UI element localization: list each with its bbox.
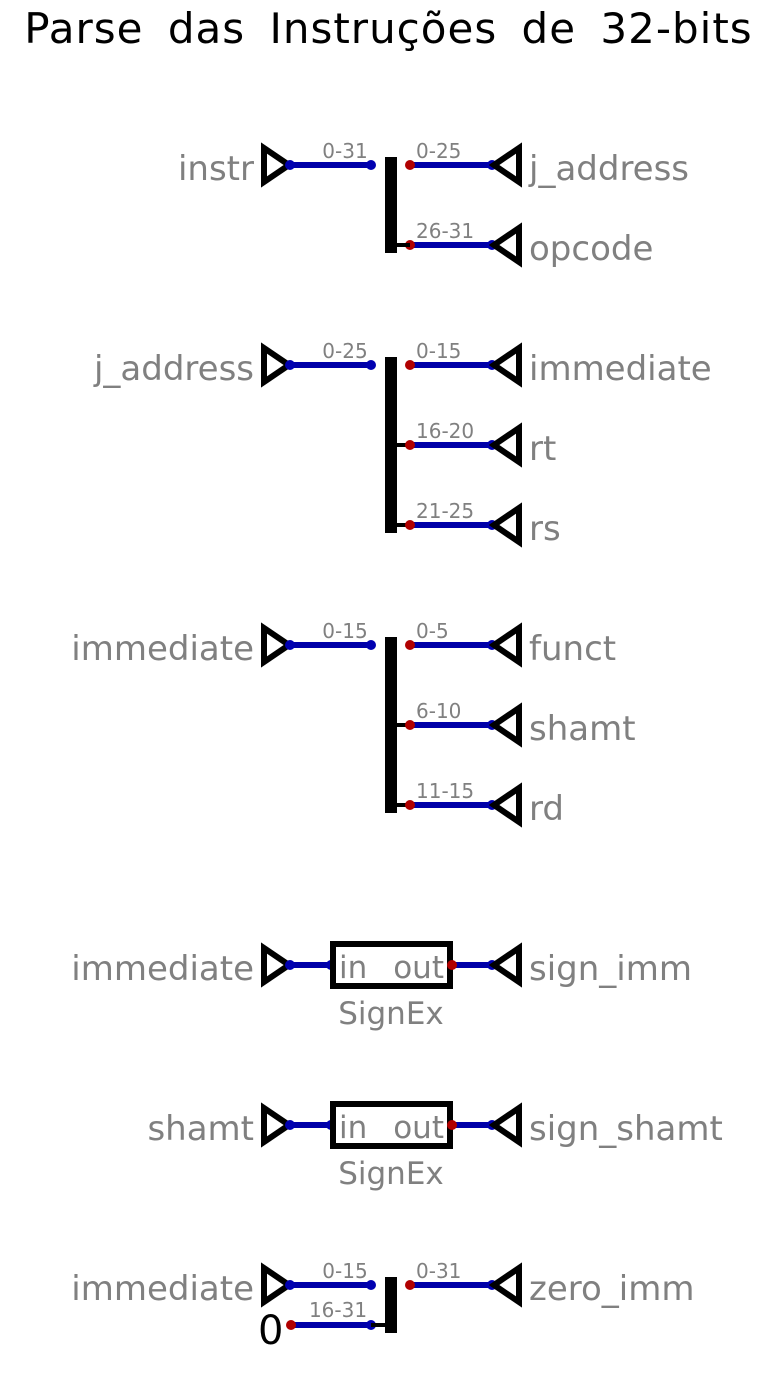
merger-bar <box>385 1277 397 1333</box>
output-label: rs <box>529 509 561 549</box>
output-bit-range: 16-20 <box>416 419 474 443</box>
output-label: j_address <box>528 149 689 189</box>
splitter-immediate: immediate 0-15 0-5 funct 6-10 shamt 11-1… <box>71 619 635 829</box>
output-pin-icon[interactable] <box>494 228 519 262</box>
wire-endpoint <box>285 160 295 170</box>
output-pin-icon[interactable] <box>494 708 519 742</box>
output-label: shamt <box>529 709 636 749</box>
wire-endpoint <box>285 640 295 650</box>
signext-immediate: immediate in out SignEx sign_imm <box>71 944 692 1032</box>
output-pin-icon[interactable] <box>494 628 519 662</box>
output-bit-range: 21-25 <box>416 499 474 523</box>
output-pin-icon[interactable] <box>494 948 519 982</box>
wire-endpoint <box>405 360 415 370</box>
splitter-j-address: j_address 0-25 0-15 immediate 16-20 rt 2… <box>93 339 712 549</box>
input-bit-range: 0-31 <box>322 139 367 163</box>
output-bit-range: 6-10 <box>416 699 461 723</box>
output-pin-icon[interactable] <box>494 428 519 462</box>
output-pin-icon[interactable] <box>494 788 519 822</box>
output-pin-icon[interactable] <box>494 1108 519 1142</box>
output-bit-range: 0-5 <box>416 619 449 643</box>
wire-endpoint <box>285 360 295 370</box>
wire-endpoint <box>405 440 415 450</box>
output-label: funct <box>529 629 616 669</box>
splitter-bar <box>385 157 397 253</box>
wire-endpoint <box>405 160 415 170</box>
splitter-bar <box>385 637 397 813</box>
splitter-instr: instr 0-31 0-25 j_address 26-31 opcode <box>178 139 689 269</box>
component-name: SignEx <box>338 996 444 1032</box>
output-bit-range: 11-15 <box>416 779 474 803</box>
input-bit-range: 0-15 <box>322 1259 367 1283</box>
wire-endpoint <box>447 960 457 970</box>
input-bit-range: 0-15 <box>322 619 367 643</box>
wire-endpoint <box>285 1120 295 1130</box>
splitter-bar <box>385 357 397 533</box>
constant-bit-range: 16-31 <box>309 1298 367 1322</box>
output-pin-icon[interactable] <box>494 148 519 182</box>
pin-out-label: out <box>393 950 444 986</box>
input-label: immediate <box>71 949 254 989</box>
wire-endpoint <box>286 1320 296 1330</box>
output-label: rd <box>529 789 564 829</box>
wire-endpoint <box>447 1120 457 1130</box>
output-label: sign_imm <box>529 949 692 989</box>
signext-shamt: shamt in out SignEx sign_shamt <box>147 1104 722 1192</box>
input-label: j_address <box>93 349 254 389</box>
output-bit-range: 0-15 <box>416 339 461 363</box>
input-label: immediate <box>71 629 254 669</box>
output-pin-icon[interactable] <box>494 348 519 382</box>
output-bit-range: 26-31 <box>416 219 474 243</box>
pin-in-label: in <box>339 1110 367 1146</box>
wire-endpoint <box>405 640 415 650</box>
wire-endpoint <box>285 1280 295 1290</box>
input-label: instr <box>178 149 254 189</box>
output-label: immediate <box>529 349 712 389</box>
wire-endpoint <box>405 1280 415 1290</box>
constant-value: 0 <box>258 1308 283 1354</box>
output-label: sign_shamt <box>529 1109 723 1149</box>
output-label: zero_imm <box>529 1269 694 1309</box>
wire-endpoint <box>285 960 295 970</box>
output-pin-icon[interactable] <box>494 508 519 542</box>
merger-zero-imm: immediate 0-15 0 16-31 0-31 zero_imm <box>71 1259 694 1354</box>
component-name: SignEx <box>338 1156 444 1192</box>
pin-in-label: in <box>339 950 367 986</box>
output-pin-icon[interactable] <box>494 1268 519 1302</box>
input-bit-range: 0-25 <box>322 339 367 363</box>
input-label: immediate <box>71 1269 254 1309</box>
output-label: opcode <box>529 229 653 269</box>
wire-endpoint <box>405 520 415 530</box>
output-label: rt <box>529 429 556 469</box>
pin-out-label: out <box>393 1110 444 1146</box>
wire-endpoint <box>405 720 415 730</box>
input-label: shamt <box>147 1109 254 1149</box>
wire-endpoint <box>405 800 415 810</box>
output-bit-range: 0-31 <box>416 1259 461 1283</box>
output-bit-range: 0-25 <box>416 139 461 163</box>
